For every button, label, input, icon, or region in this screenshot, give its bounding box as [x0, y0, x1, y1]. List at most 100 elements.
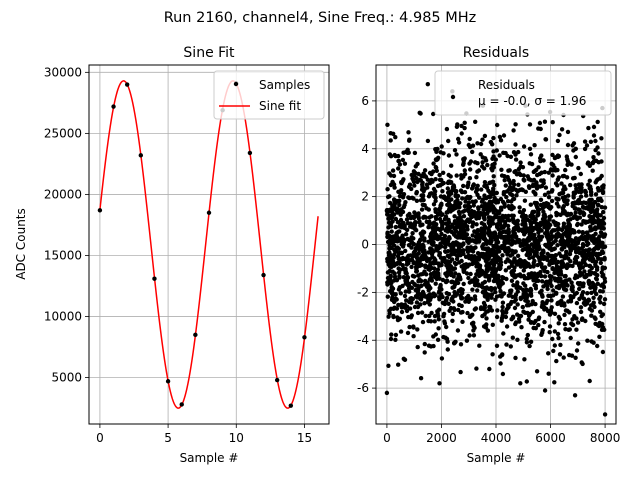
residual-point [532, 258, 537, 264]
residual-point [554, 358, 559, 364]
residual-point [467, 333, 472, 338]
residual-point [576, 182, 582, 187]
residual-point [411, 177, 416, 183]
residual-point [515, 280, 520, 285]
residual-point [532, 252, 538, 257]
residual-point [549, 298, 554, 303]
residual-point [395, 210, 400, 215]
residual-point [440, 277, 446, 283]
residual-point [521, 173, 526, 178]
residual-point [406, 150, 411, 155]
residual-point [385, 256, 390, 262]
residual-point [470, 238, 475, 243]
residual-point [504, 194, 509, 200]
residual-point [470, 149, 475, 155]
residual-point [431, 186, 437, 192]
residual-point [393, 332, 399, 338]
residual-point [490, 179, 496, 184]
residual-point [564, 278, 569, 283]
residual-point [531, 263, 536, 268]
residual-point [409, 257, 415, 263]
residual-point [482, 305, 487, 310]
residual-point [470, 261, 475, 267]
residuals-x-tick-label: 6000 [535, 431, 566, 445]
residual-point [503, 314, 509, 320]
residual-point [584, 193, 589, 198]
residual-point [426, 239, 431, 244]
residual-point [593, 321, 598, 326]
residual-point [573, 210, 578, 215]
residual-point [395, 229, 401, 235]
residual-point [562, 312, 567, 318]
residual-point [400, 233, 405, 238]
residual-point [425, 293, 431, 298]
residual-point [556, 335, 561, 341]
residual-point [466, 299, 471, 304]
residual-point [557, 352, 563, 357]
residual-point [497, 219, 503, 225]
residual-point [589, 308, 595, 313]
residual-point [599, 136, 604, 141]
sine-fit-x-tick-label: 0 [96, 431, 104, 445]
sample-point [152, 276, 157, 281]
residual-point [577, 270, 583, 275]
residual-point [577, 250, 582, 255]
residual-point [440, 236, 445, 242]
sine-fit-x-tick-label: 5 [164, 431, 172, 445]
residual-point [469, 257, 475, 262]
residual-point [455, 122, 460, 127]
residual-point [511, 218, 516, 223]
residual-point [456, 272, 462, 277]
residual-point [490, 218, 495, 223]
residuals-y-tick-label: 6 [361, 94, 369, 108]
residual-point [573, 355, 578, 360]
residual-point [513, 187, 519, 193]
residual-point [472, 294, 478, 299]
residual-point [491, 135, 496, 141]
residual-point [552, 343, 557, 348]
residual-point [488, 215, 493, 220]
residual-point [521, 144, 527, 149]
sample-point [302, 335, 307, 340]
residual-point [461, 248, 466, 253]
residual-point [485, 328, 491, 333]
residual-point [582, 234, 588, 240]
sine-fit-y-tick-label: 25000 [44, 126, 82, 140]
residual-point [578, 194, 584, 199]
residual-point [563, 231, 569, 236]
residual-point [535, 212, 541, 218]
residual-point [500, 291, 506, 297]
residual-point [494, 314, 500, 320]
residual-point [425, 138, 431, 144]
residual-point [446, 153, 452, 158]
residual-point [446, 195, 451, 200]
residual-point [519, 325, 524, 330]
residual-point [595, 212, 600, 217]
residual-point [469, 321, 475, 326]
residual-point [386, 314, 391, 319]
residual-point [539, 253, 544, 258]
residual-point [385, 294, 390, 299]
residual-point [532, 168, 538, 174]
residual-point [428, 249, 433, 254]
residual-point [596, 237, 601, 243]
residual-point [453, 261, 458, 267]
residual-point [588, 285, 593, 290]
residual-point [491, 210, 496, 215]
residual-point [444, 324, 449, 330]
residual-point [531, 278, 536, 283]
residual-point [572, 292, 577, 297]
residual-point [392, 247, 397, 253]
residual-point [482, 166, 487, 171]
residual-point [401, 242, 406, 247]
residual-point [540, 300, 545, 305]
residual-point [432, 266, 437, 271]
residual-point [437, 263, 442, 268]
residual-point [521, 177, 526, 182]
residual-point [557, 316, 563, 322]
residual-point [390, 295, 395, 300]
residual-point [414, 198, 420, 203]
residual-point [541, 284, 546, 289]
residual-point [544, 283, 550, 289]
